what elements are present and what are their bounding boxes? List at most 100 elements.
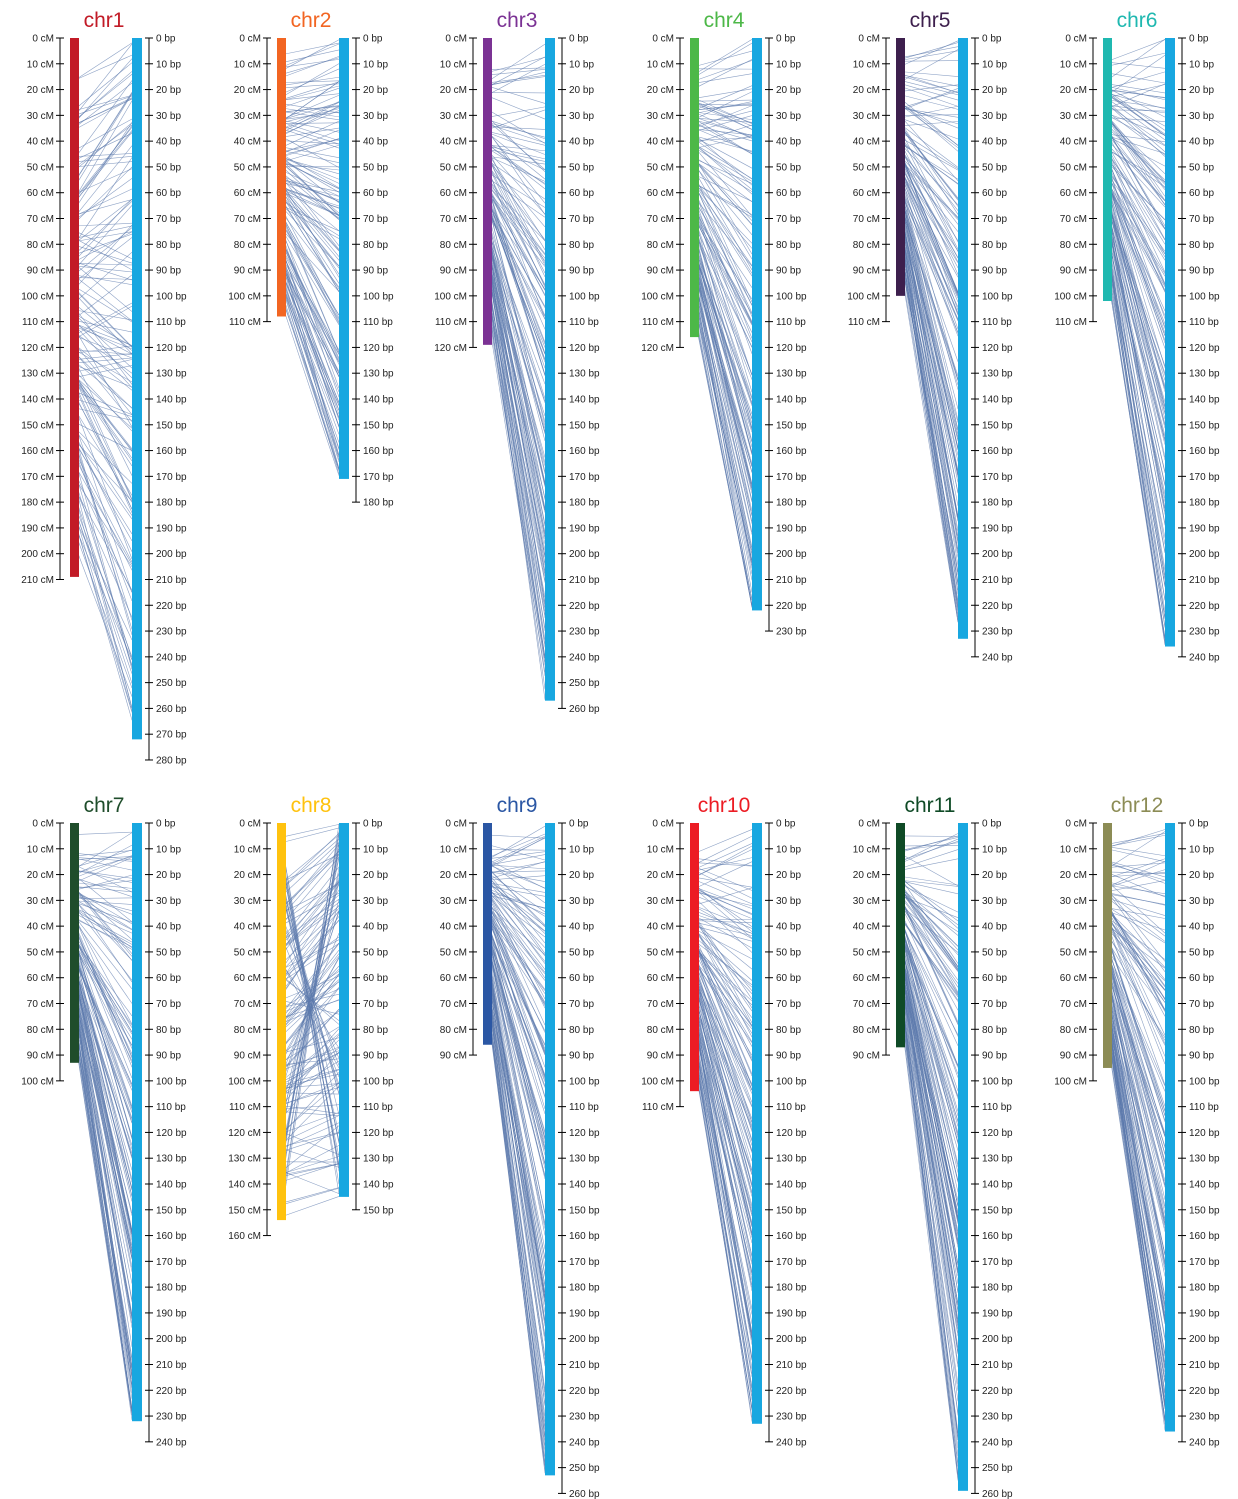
marker-link	[490, 890, 546, 948]
marker-link	[284, 129, 340, 153]
bp-tick-label: 100 bp	[156, 291, 187, 302]
bp-tick-label: 70 bp	[363, 999, 388, 1010]
bp-tick-label: 20 bp	[569, 870, 594, 881]
marker-link	[77, 327, 133, 350]
marker-link	[284, 833, 340, 886]
marker-link	[697, 930, 753, 960]
bp-tick-label: 190 bp	[982, 1308, 1013, 1319]
marker-links	[903, 40, 959, 623]
marker-link	[903, 119, 959, 140]
bp-tick-label: 70 bp	[982, 999, 1007, 1010]
marker-link	[903, 849, 959, 868]
marker-link	[903, 974, 959, 1201]
marker-link	[697, 845, 753, 876]
bp-tick-label: 50 bp	[569, 162, 594, 173]
bp-tick-label: 80 bp	[776, 240, 801, 251]
marker-link	[490, 71, 546, 86]
marker-link	[284, 287, 340, 418]
marker-link	[490, 1026, 546, 1471]
marker-link	[490, 993, 546, 1321]
marker-link	[1110, 882, 1166, 897]
marker-link	[77, 897, 133, 899]
cm-tick-label: 60 cM	[440, 188, 467, 199]
marker-link	[284, 83, 340, 89]
genetic-map-bar	[896, 823, 905, 1048]
marker-link	[77, 886, 133, 893]
cm-tick-label: 50 cM	[27, 947, 54, 958]
marker-link	[697, 227, 753, 376]
marker-link	[284, 1163, 340, 1181]
marker-link	[903, 121, 959, 126]
marker-link	[77, 156, 133, 162]
bp-tick-label: 210 bp	[776, 575, 807, 586]
marker-link	[903, 970, 959, 1273]
marker-link	[284, 129, 340, 149]
marker-link	[490, 157, 546, 242]
marker-link	[490, 111, 546, 144]
cm-tick-label: 20 cM	[27, 870, 54, 881]
marker-link	[1110, 958, 1166, 1087]
marker-link	[284, 916, 340, 990]
bp-tick-label: 80 bp	[1189, 240, 1214, 251]
marker-link	[490, 295, 546, 648]
marker-link	[77, 469, 133, 670]
marker-link	[284, 911, 340, 1075]
marker-link	[490, 864, 546, 870]
marker-link	[284, 1115, 340, 1142]
marker-link	[284, 1051, 340, 1115]
marker-link	[284, 68, 340, 93]
marker-link	[77, 393, 133, 513]
marker-link	[903, 108, 959, 118]
marker-link	[697, 244, 753, 454]
marker-link	[697, 1069, 753, 1411]
marker-link	[1110, 1030, 1166, 1308]
cm-tick-label: 40 cM	[27, 137, 54, 148]
marker-link	[697, 88, 753, 99]
chromosome-panel-chr1: chr1 0 cM 10 cM 20 cM 30 cM 40 cM 50 cM 60 cM 70…	[21, 9, 187, 766]
marker-link	[490, 1014, 546, 1422]
bp-tick-label: 130 bp	[156, 1154, 187, 1165]
genetic-map-bar	[483, 823, 492, 1045]
marker-link	[284, 944, 340, 1078]
marker-link	[284, 140, 340, 145]
marker-link	[697, 947, 753, 1018]
bp-tick-label: 30 bp	[1189, 111, 1214, 122]
marker-link	[77, 1039, 133, 1359]
marker-link	[903, 893, 959, 971]
bp-tick-label: 100 bp	[363, 1076, 394, 1087]
marker-link	[1110, 86, 1166, 101]
marker-link	[1110, 945, 1166, 1123]
marker-link	[903, 1040, 959, 1479]
bp-tick-label: 220 bp	[1189, 601, 1220, 612]
marker-link	[697, 164, 753, 225]
bp-tick-label: 150 bp	[156, 1205, 187, 1216]
bp-tick-label: 250 bp	[569, 678, 600, 689]
marker-link	[77, 446, 133, 541]
marker-link	[490, 921, 546, 1068]
marker-link	[490, 898, 546, 970]
marker-link	[903, 885, 959, 913]
marker-link	[284, 234, 340, 325]
marker-link	[903, 928, 959, 1078]
marker-link	[490, 876, 546, 944]
marker-link	[490, 274, 546, 618]
marker-link	[903, 246, 959, 518]
bp-tick-label: 120 bp	[776, 343, 807, 354]
marker-link	[697, 295, 753, 533]
marker-link	[77, 1027, 133, 1377]
marker-link	[697, 887, 753, 932]
bp-tick-label: 100 bp	[776, 1076, 807, 1087]
marker-link	[903, 904, 959, 1024]
cm-tick-label: 60 cM	[234, 973, 261, 984]
cm-tick-label: 40 cM	[853, 922, 880, 933]
marker-link	[697, 888, 753, 927]
marker-link	[697, 102, 753, 124]
cm-tick-label: 70 cM	[440, 999, 467, 1010]
cm-tick-label: 110 cM	[642, 317, 674, 328]
marker-link	[284, 1072, 340, 1132]
bp-tick-label: 130 bp	[776, 369, 807, 380]
bp-tick-label: 150 bp	[363, 1205, 394, 1216]
bp-tick-label: 190 bp	[569, 523, 600, 534]
bp-tick-label: 160 bp	[776, 446, 807, 457]
bp-tick-label: 50 bp	[363, 162, 388, 173]
